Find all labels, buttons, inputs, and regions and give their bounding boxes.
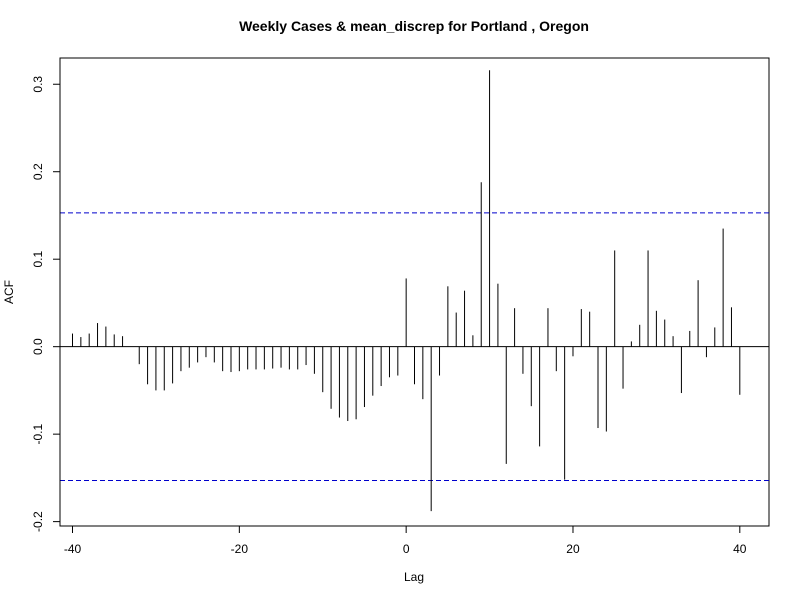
x-axis: -40 -20 0 20 40 — [64, 525, 747, 556]
y-axis: -0.2 -0.1 0.0 0.1 0.2 0.3 — [31, 76, 61, 532]
plot-marks — [60, 70, 769, 512]
y-tick-label: 0.1 — [31, 251, 45, 268]
y-tick-label: 0.3 — [31, 76, 45, 93]
plot-frame — [59, 57, 770, 527]
x-axis-label: Lag — [404, 570, 424, 584]
y-tick-label: -0.2 — [31, 511, 45, 532]
y-axis-label: ACF — [2, 280, 16, 304]
x-tick-label: -40 — [64, 542, 82, 556]
x-tick-label: 20 — [566, 542, 580, 556]
chart-title: Weekly Cases & mean_discrep for Portland… — [239, 18, 589, 34]
x-tick-label: 0 — [403, 542, 410, 556]
x-tick-label: 40 — [733, 542, 747, 556]
y-tick-label: -0.1 — [31, 423, 45, 444]
x-tick-label: -20 — [231, 542, 249, 556]
y-tick-label: 0.0 — [31, 338, 45, 355]
y-tick-label: 0.2 — [31, 163, 45, 180]
